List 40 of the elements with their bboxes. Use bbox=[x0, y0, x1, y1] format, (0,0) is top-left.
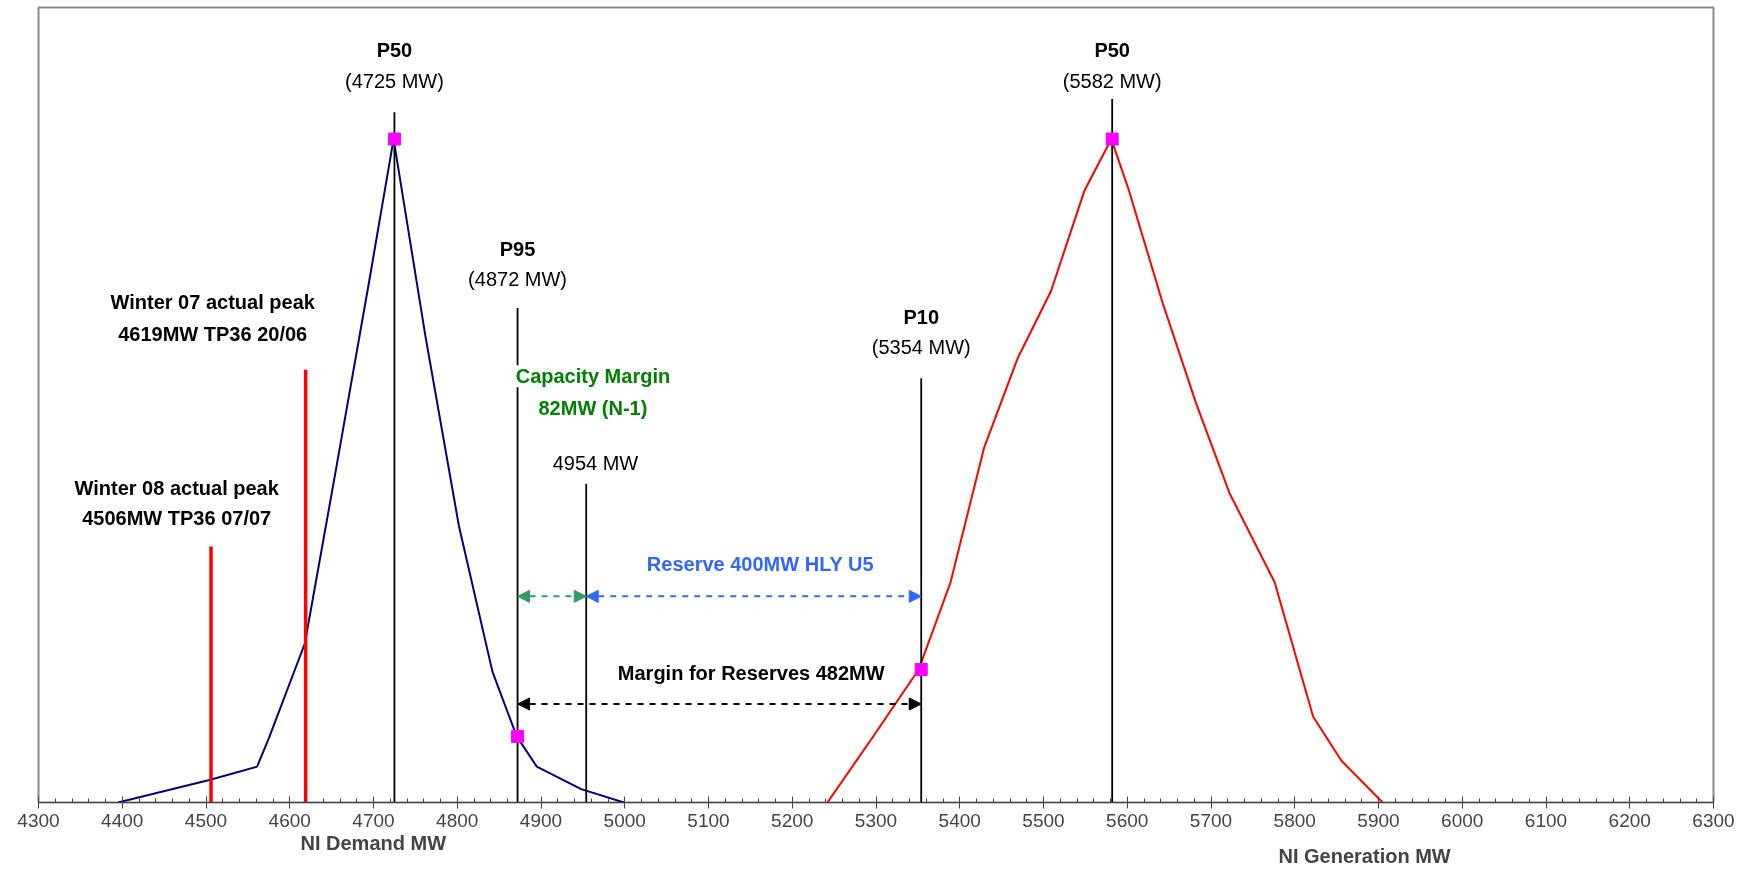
annotation: (5354 MW) bbox=[871, 336, 971, 359]
annotation: (4872 MW) bbox=[468, 268, 567, 291]
text: P50 bbox=[376, 38, 413, 61]
annotation: P95 bbox=[499, 237, 536, 260]
x-tick-label: 5800 bbox=[1273, 809, 1316, 831]
x-tick-label: 5400 bbox=[938, 809, 981, 831]
annotation: 4619MW TP36 20/06 bbox=[118, 322, 308, 345]
x-tick-label: 4800 bbox=[436, 809, 479, 831]
annotation: Winter 07 actual peak bbox=[110, 291, 316, 314]
text: (4725 MW) bbox=[344, 70, 444, 93]
x-tick-label: 6300 bbox=[1692, 809, 1735, 831]
x-tick-label: 5100 bbox=[687, 809, 730, 831]
annotation: 4506MW TP36 07/07 bbox=[82, 507, 272, 530]
x-axis-title: NI Demand MW bbox=[300, 831, 447, 854]
annotation: Winter 08 actual peak bbox=[74, 477, 280, 500]
text: NI Generation MW bbox=[1278, 845, 1451, 867]
annotation: Capacity Margin bbox=[515, 365, 671, 388]
text: P50 bbox=[1094, 38, 1130, 61]
x-tick-label: 5900 bbox=[1357, 809, 1400, 831]
x-tick-label: 4900 bbox=[519, 809, 563, 831]
x-tick-label: 5000 bbox=[603, 809, 646, 831]
x-tick-label: 6200 bbox=[1608, 809, 1651, 831]
x-tick-label: 5600 bbox=[1106, 809, 1149, 831]
x-tick-label: 4600 bbox=[268, 809, 311, 831]
x-tick-label: 4500 bbox=[184, 809, 228, 831]
x-tick-label: 5700 bbox=[1189, 809, 1233, 831]
annotation: Reserve 400MW HLY U5 bbox=[646, 553, 874, 575]
annotation: P10 bbox=[903, 306, 940, 329]
x-tick-label: 5500 bbox=[1022, 809, 1065, 831]
x-tick-label: 5300 bbox=[854, 809, 898, 831]
annotation: 4954 MW bbox=[552, 451, 639, 474]
text: (5582 MW) bbox=[1062, 70, 1162, 93]
x-tick-label: 4300 bbox=[17, 809, 60, 831]
x-tick-label: 6000 bbox=[1441, 809, 1484, 831]
x-tick-label: 4700 bbox=[352, 809, 395, 831]
annotation: 82MW (N-1) bbox=[538, 396, 648, 419]
x-tick-label: 4400 bbox=[101, 809, 144, 831]
annotation: Margin for Reserves 482MW bbox=[617, 662, 885, 685]
x-tick-label: 6100 bbox=[1524, 809, 1568, 831]
x-tick-label: 5200 bbox=[771, 809, 814, 831]
